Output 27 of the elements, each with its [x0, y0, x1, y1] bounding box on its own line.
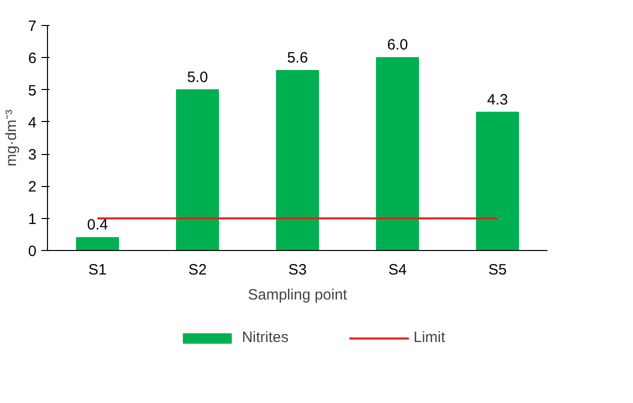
y-tick-label: 7	[28, 18, 36, 35]
y-tick-label: 3	[28, 146, 36, 164]
x-axis-title: Sampling point	[248, 286, 348, 304]
bar	[376, 57, 419, 250]
y-tick-label: 5	[28, 82, 36, 100]
bar	[176, 89, 219, 250]
data-label: 6.0	[387, 36, 408, 54]
y-tick-label: 2	[28, 178, 36, 196]
x-tick-label: S5	[488, 262, 507, 278]
legend-label: Nitrites	[242, 329, 288, 346]
data-label: 4.3	[487, 91, 508, 108]
data-label: 0.4	[87, 216, 108, 234]
y-tick-label: 1	[28, 210, 36, 228]
legend-label: Limit	[414, 329, 446, 346]
data-label: 5.6	[287, 50, 308, 66]
y-tick-label: 6	[28, 50, 36, 68]
bar	[276, 70, 319, 250]
y-tick-label: 4	[28, 114, 36, 132]
bar	[476, 112, 519, 250]
y-axis-title: mg·dm⁻³	[3, 110, 20, 166]
x-tick-label: S4	[388, 262, 407, 278]
bar	[76, 237, 119, 250]
x-tick-label: S3	[288, 262, 307, 278]
x-tick-label: S2	[188, 262, 207, 278]
y-tick-label: 0	[28, 243, 36, 260]
data-label: 5.0	[187, 68, 208, 86]
x-tick-label: S1	[88, 262, 107, 278]
